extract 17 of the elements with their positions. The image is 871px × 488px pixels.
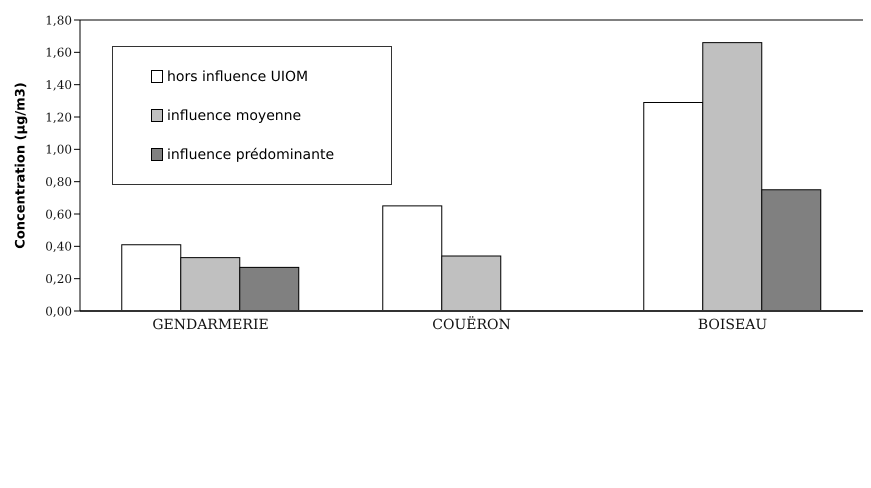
y-tick-label: 0,80 (45, 174, 72, 189)
y-tick-label: 0,00 (45, 304, 72, 318)
legend-label: influence prédominante (167, 146, 334, 162)
y-tick-label: 0,60 (45, 207, 72, 222)
legend-label: hors influence UIOM (167, 68, 308, 84)
x-tick-label: GENDARMERIE (152, 316, 269, 333)
y-tick-label: 1,00 (45, 142, 72, 157)
y-tick-label: 0,40 (45, 240, 72, 254)
y-axis-title: Concentration (µg/m3) (14, 82, 29, 249)
y-tick-label: 0,20 (45, 272, 72, 286)
x-tick-label: BOISEAU (698, 316, 768, 333)
y-tick-label: 1,60 (45, 46, 72, 60)
y-tick-label: 1,80 (45, 13, 72, 28)
legend-label: influence moyenne (167, 108, 302, 124)
x-tick-label: COUËRON (432, 316, 511, 333)
y-tick-label: 1,20 (45, 110, 72, 124)
y-tick-label: 1,40 (45, 78, 72, 92)
